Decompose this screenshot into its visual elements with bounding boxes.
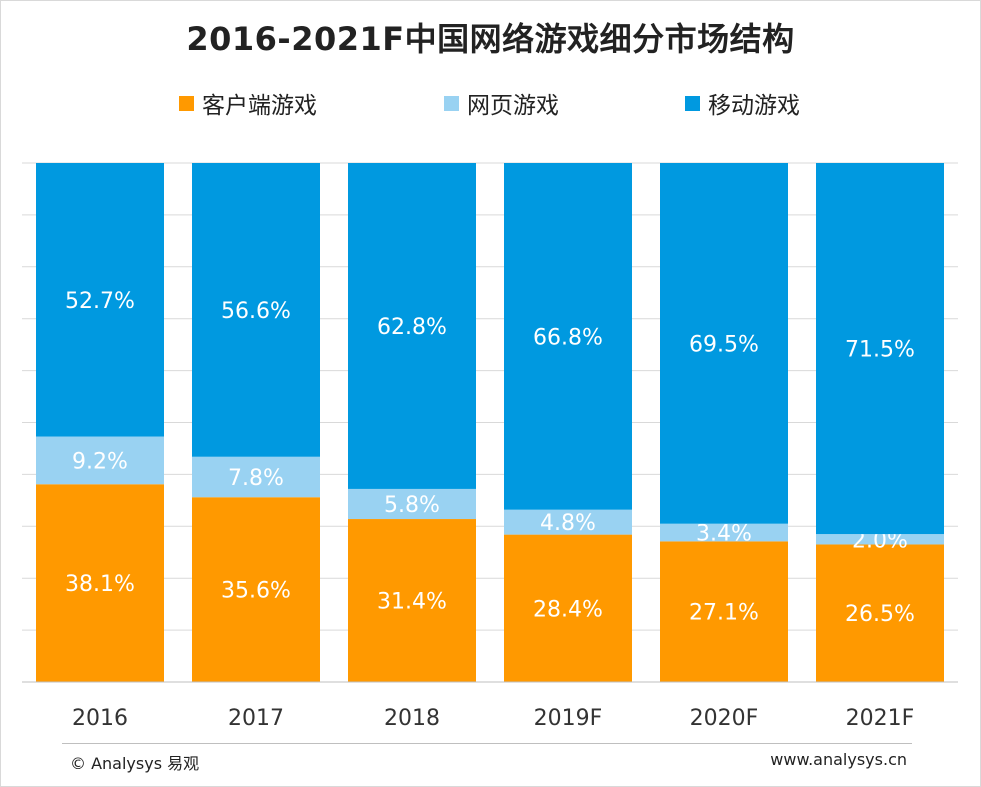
bar-segment-2020F-0 bbox=[660, 541, 788, 682]
legend-swatch-mobile bbox=[685, 95, 700, 111]
data-label-2020F-1: 3.4% bbox=[696, 522, 752, 547]
legend-label-mobile: 移动游戏 bbox=[708, 93, 800, 119]
data-label-2021F-0: 26.5% bbox=[845, 602, 915, 627]
data-label-2018-1: 5.8% bbox=[384, 493, 440, 518]
website-text: www.analysys.cn bbox=[770, 750, 907, 769]
bar-segment-2018-1 bbox=[348, 488, 476, 520]
data-label-2019F-0: 28.4% bbox=[533, 597, 603, 622]
bar-segment-2016-1 bbox=[36, 436, 164, 485]
bar-segment-2018-2 bbox=[348, 163, 476, 489]
data-label-2019F-1: 4.8% bbox=[540, 511, 596, 536]
bar-segment-2020F-1 bbox=[660, 523, 788, 542]
x-tick-label-2021F: 2021F bbox=[846, 706, 915, 731]
legend-label-client: 客户端游戏 bbox=[202, 93, 317, 119]
legend-item-web: 网页游戏 bbox=[444, 86, 559, 120]
legend-swatch-web bbox=[444, 95, 459, 111]
data-label-2018-2: 62.8% bbox=[377, 315, 447, 340]
bar-segment-2019F-2 bbox=[504, 163, 632, 510]
bar-segment-2021F-0 bbox=[816, 544, 944, 682]
data-label-2017-0: 35.6% bbox=[221, 579, 291, 604]
bar-segment-2017-1 bbox=[192, 456, 320, 498]
legend-label-web: 网页游戏 bbox=[467, 93, 559, 119]
data-label-2016-1: 9.2% bbox=[72, 449, 128, 474]
legend-swatch-client bbox=[179, 95, 194, 111]
bar-segment-2021F-1 bbox=[816, 534, 944, 545]
x-tick-label-2016: 2016 bbox=[72, 706, 128, 731]
x-tick-label-2017: 2017 bbox=[228, 706, 284, 731]
data-label-2020F-2: 69.5% bbox=[689, 332, 759, 357]
data-label-2020F-0: 27.1% bbox=[689, 601, 759, 626]
data-label-2017-2: 56.6% bbox=[221, 299, 291, 324]
data-label-2017-1: 7.8% bbox=[228, 466, 284, 491]
data-label-2016-2: 52.7% bbox=[65, 289, 135, 314]
bar-segment-2019F-0 bbox=[504, 534, 632, 682]
footer-divider bbox=[62, 743, 912, 744]
bar-segment-2017-2 bbox=[192, 163, 320, 457]
bar-segment-2016-0 bbox=[36, 484, 164, 682]
bar-segment-2017-0 bbox=[192, 497, 320, 682]
x-tick-label-2018: 2018 bbox=[384, 706, 440, 731]
bar-segment-2018-0 bbox=[348, 519, 476, 682]
legend-item-mobile: 移动游戏 bbox=[685, 86, 800, 120]
bar-segment-2021F-2 bbox=[816, 163, 944, 535]
bar-segment-2016-2 bbox=[36, 163, 164, 437]
data-label-2021F-2: 71.5% bbox=[845, 338, 915, 363]
legend: 客户端游戏 网页游戏 移动游戏 bbox=[0, 86, 981, 119]
x-tick-label-2020F: 2020F bbox=[690, 706, 759, 731]
data-label-2018-0: 31.4% bbox=[377, 590, 447, 615]
copyright-text: © Analysys 易观 bbox=[70, 754, 200, 773]
data-label-2019F-2: 66.8% bbox=[533, 325, 603, 350]
legend-item-client: 客户端游戏 bbox=[179, 86, 317, 120]
x-tick-label-2019F: 2019F bbox=[534, 706, 603, 731]
data-label-2016-0: 38.1% bbox=[65, 572, 135, 597]
chart-title: 2016-2021F中国网络游戏细分市场结构 bbox=[186, 20, 795, 58]
bar-segment-2019F-1 bbox=[504, 509, 632, 535]
bar-segment-2020F-2 bbox=[660, 163, 788, 524]
